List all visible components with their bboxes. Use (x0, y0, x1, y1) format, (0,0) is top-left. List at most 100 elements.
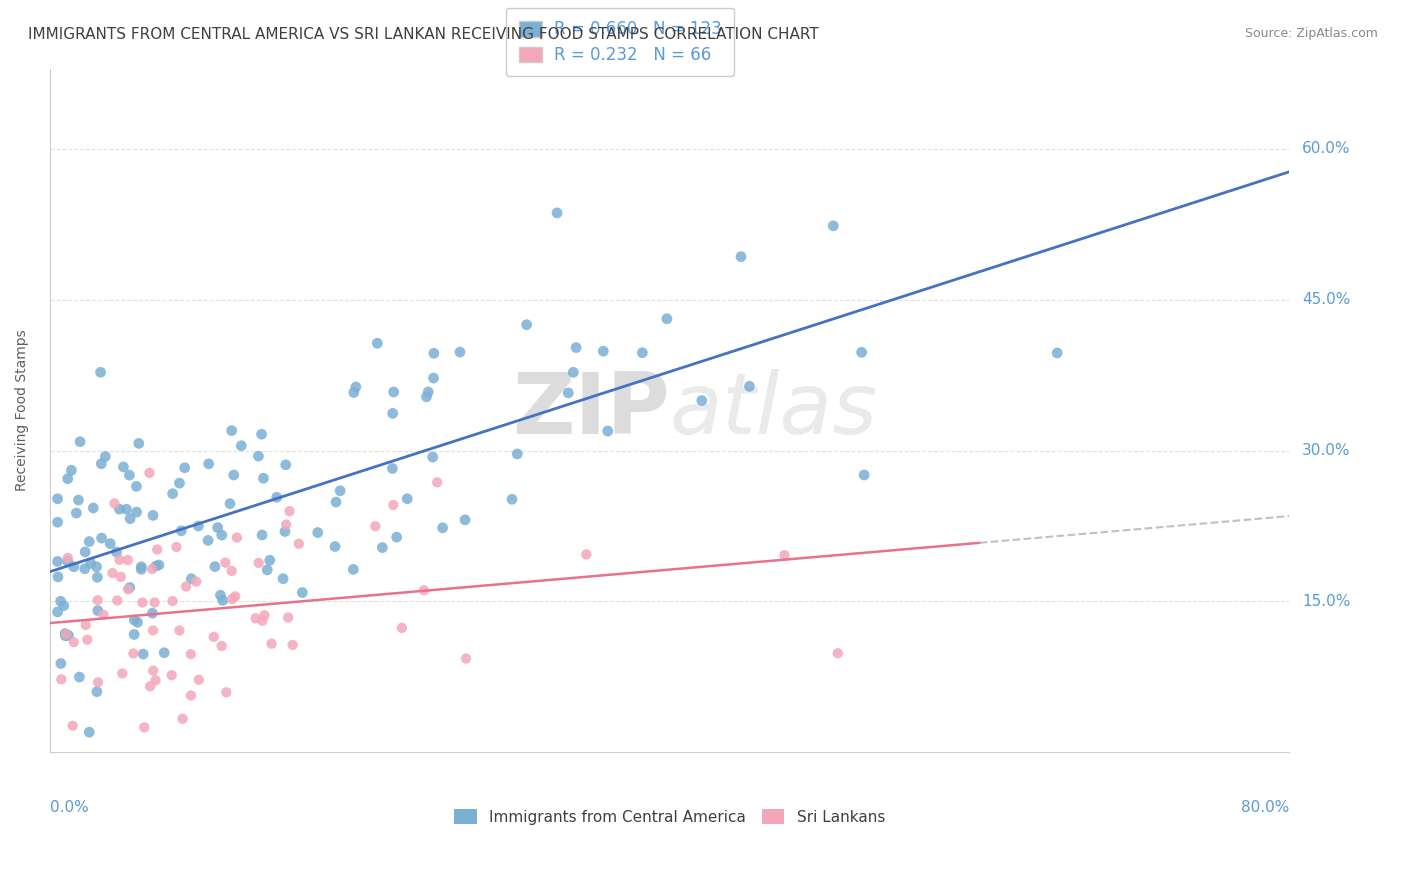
Point (454, 651, 477, 665)
Point (131, 595, 153, 609)
Point (253, 608, 276, 623)
Point (142, 664, 165, 678)
Point (364, 519, 387, 533)
Point (117, 582, 139, 597)
Point (215, 685, 238, 699)
Point (115, 502, 138, 516)
Point (413, 583, 436, 598)
Point (343, 385, 366, 400)
Point (87, 604, 110, 618)
Point (162, 486, 184, 500)
Point (281, 638, 304, 652)
Point (415, 390, 437, 404)
Y-axis label: Receiving Food Stamps: Receiving Food Stamps (15, 329, 30, 491)
Point (211, 593, 233, 607)
Point (49, 594, 72, 608)
Point (46, 570, 69, 584)
Point (129, 562, 152, 576)
Point (221, 564, 243, 578)
Point (266, 490, 288, 504)
Point (76, 632, 98, 647)
Point (202, 630, 225, 644)
Point (214, 556, 236, 570)
Point (138, 466, 160, 480)
Point (506, 447, 529, 461)
Point (148, 558, 170, 572)
Point (153, 646, 176, 660)
Point (366, 336, 388, 351)
Point (101, 566, 124, 580)
Point (501, 492, 523, 507)
Point (187, 673, 209, 687)
Point (260, 637, 283, 651)
Point (197, 533, 219, 548)
Point (118, 581, 141, 595)
Point (52, 599, 75, 613)
Point (565, 341, 588, 355)
Text: 45.0%: 45.0% (1302, 293, 1350, 308)
Point (256, 563, 278, 577)
Point (278, 504, 301, 518)
Text: 80.0%: 80.0% (1241, 800, 1289, 815)
Point (172, 712, 194, 726)
Text: 30.0%: 30.0% (1302, 443, 1350, 458)
Point (738, 379, 761, 393)
Point (211, 639, 233, 653)
Point (105, 545, 128, 559)
Point (259, 553, 281, 567)
Point (129, 559, 152, 574)
Point (325, 495, 347, 509)
Point (180, 647, 202, 661)
Point (56, 472, 79, 486)
Point (187, 519, 209, 533)
Point (391, 621, 413, 635)
Point (219, 497, 242, 511)
Point (118, 468, 141, 483)
Point (117, 553, 139, 567)
Point (86, 570, 108, 584)
Text: 15.0%: 15.0% (1302, 594, 1350, 609)
Point (557, 385, 579, 400)
Point (103, 496, 125, 510)
Point (211, 528, 233, 542)
Point (422, 450, 444, 464)
Point (170, 524, 193, 538)
Point (381, 461, 404, 475)
Point (276, 517, 298, 532)
Point (288, 537, 311, 551)
Point (173, 460, 195, 475)
Point (75, 618, 97, 632)
Point (125, 479, 148, 493)
Point (142, 508, 165, 523)
Text: 60.0%: 60.0% (1302, 142, 1350, 156)
Point (186, 574, 208, 589)
Point (108, 502, 131, 516)
Point (62, 719, 84, 733)
Point (122, 647, 145, 661)
Point (426, 475, 449, 490)
Point (596, 424, 619, 438)
Text: 0.0%: 0.0% (49, 800, 89, 815)
Point (132, 647, 155, 661)
Point (222, 468, 245, 483)
Point (385, 530, 408, 544)
Point (55, 627, 77, 641)
Point (773, 548, 796, 562)
Point (73, 562, 96, 576)
Legend: Immigrants from Central America, Sri Lankans: Immigrants from Central America, Sri Lan… (447, 801, 893, 832)
Point (207, 520, 229, 534)
Point (1046, 346, 1069, 360)
Point (224, 590, 246, 604)
Point (108, 553, 131, 567)
Point (418, 384, 440, 399)
Point (853, 467, 876, 482)
Text: atlas: atlas (669, 369, 877, 452)
Point (98, 536, 121, 550)
Point (86, 559, 108, 574)
Point (49, 657, 72, 671)
Point (516, 318, 538, 332)
Point (169, 476, 191, 491)
Point (145, 673, 167, 688)
Point (65, 506, 87, 520)
Point (827, 646, 849, 660)
